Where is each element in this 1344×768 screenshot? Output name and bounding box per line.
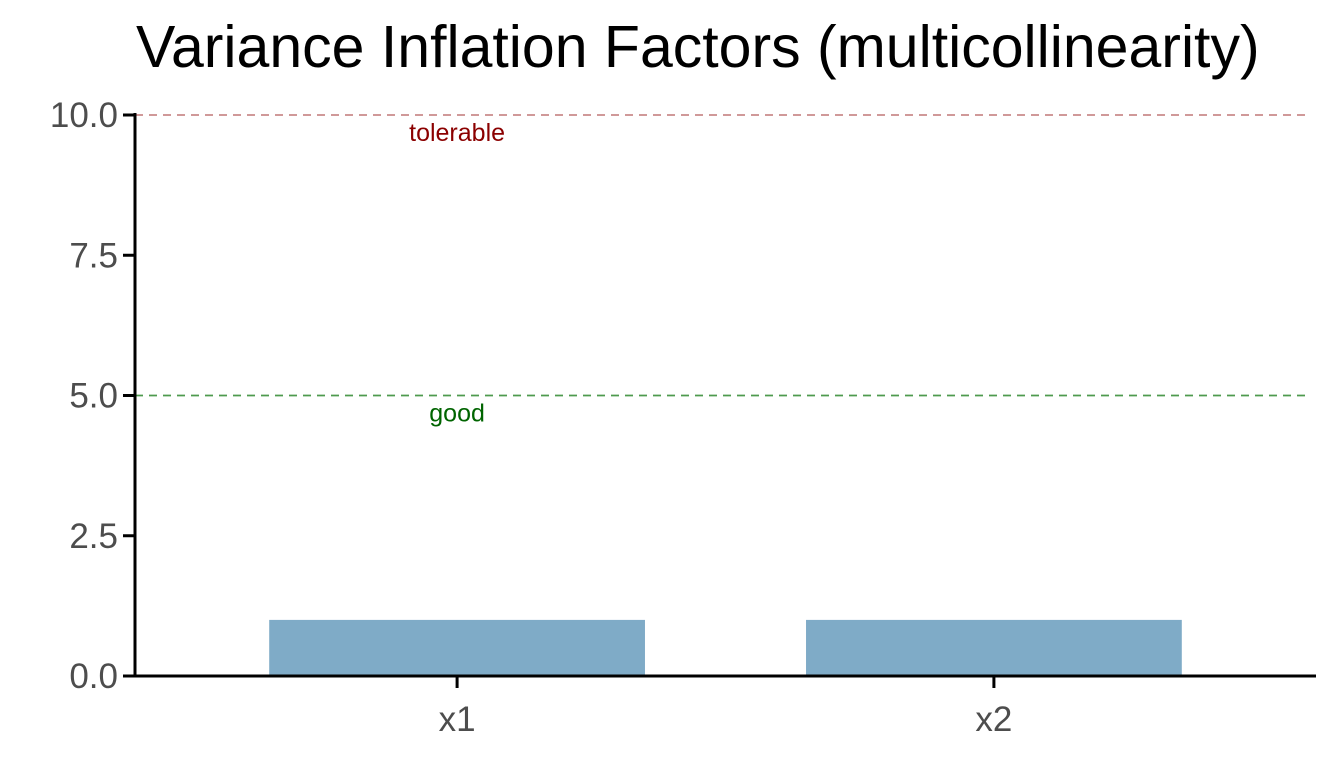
reference-lines [135,114,1308,397]
y-tick-label: 7.5 [69,236,118,275]
y-tick-label: 5.0 [69,377,118,416]
ticks: 0.0 2.5 5.0 7.5 10.0 x1 x2 [50,96,1013,739]
chart-title: Variance Inflation Factors (multicolline… [136,14,1260,80]
y-tick-label: 0.0 [69,657,118,696]
bar-x2 [806,619,1182,676]
y-tick-label: 2.5 [69,517,118,556]
x-tick-label: x1 [439,700,476,739]
bars [269,619,1182,676]
x-tick-label: x2 [975,700,1012,739]
reference-label-tolerable: tolerable [409,119,505,147]
y-tick-label: 10.0 [50,96,118,135]
reference-labels: tolerable good [409,119,505,428]
reference-label-good: good [429,400,485,428]
bar-x1 [269,619,645,676]
